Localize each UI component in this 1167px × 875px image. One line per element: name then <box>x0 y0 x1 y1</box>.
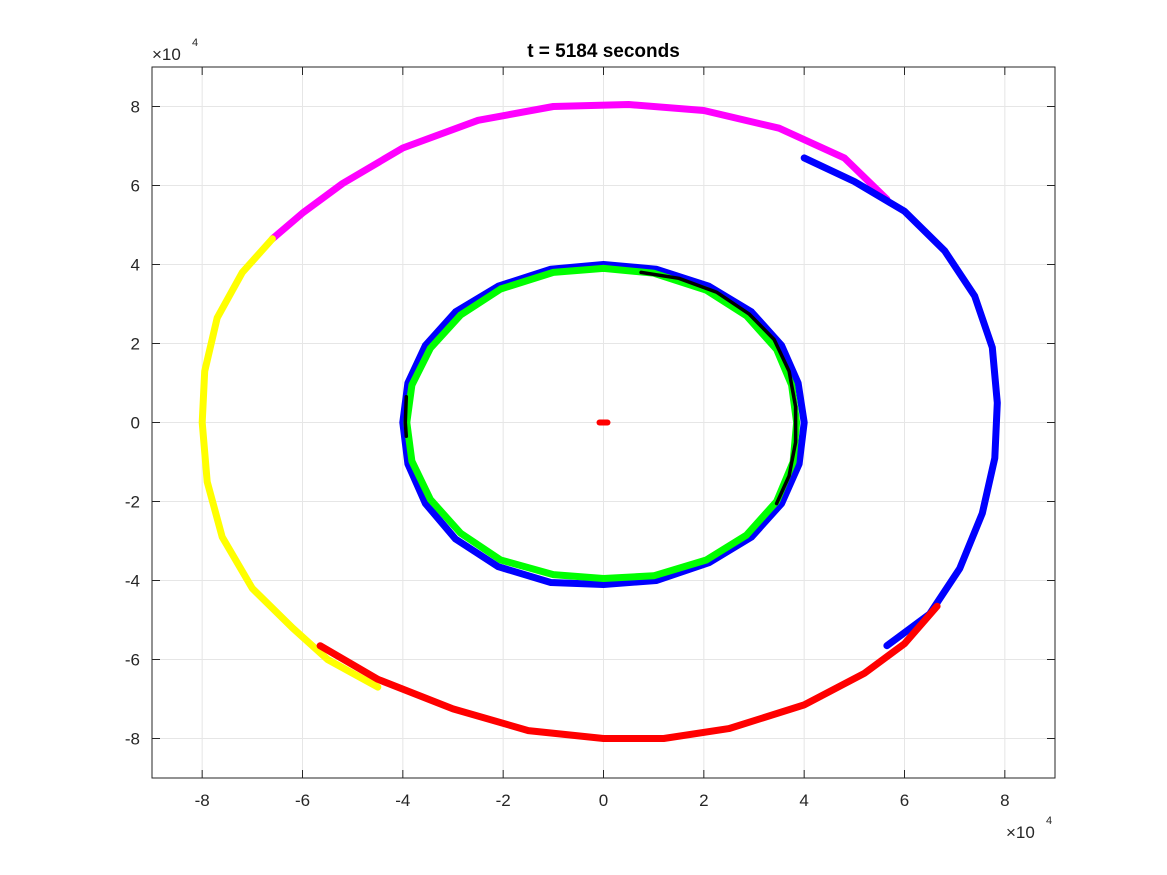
y-axis-exponent: ×10 4 <box>152 37 198 64</box>
axis-ticks: -8 -6 -4 -2 0 2 4 6 8 -8 -6 -4 -2 0 2 4 6 8 <box>125 67 1055 810</box>
x-tick-label: -4 <box>395 791 410 810</box>
y-tick-label: 4 <box>131 256 140 275</box>
y-tick-label: -2 <box>125 493 140 512</box>
y-exponent-base: ×10 <box>152 45 181 64</box>
y-tick-label: -8 <box>125 730 140 749</box>
y-exponent-power: 4 <box>192 37 198 49</box>
y-tick-label: 8 <box>131 98 140 117</box>
x-tick-label: 8 <box>1000 791 1009 810</box>
trajectory-series-8 <box>403 395 409 439</box>
y-tick-label: 6 <box>131 177 140 196</box>
trajectory-series-7 <box>639 270 798 506</box>
x-tick-label: 2 <box>699 791 708 810</box>
x-axis-exponent: ×10 4 <box>1006 815 1052 842</box>
trajectory-series-3 <box>198 235 382 691</box>
x-tick-label: -2 <box>496 791 511 810</box>
trajectory-series-2 <box>800 154 1001 650</box>
y-tick-label: -4 <box>125 572 140 591</box>
y-tick-label: -6 <box>125 651 140 670</box>
x-tick-label: -8 <box>195 791 210 810</box>
x-exponent-base: ×10 <box>1006 823 1035 842</box>
trajectory-series-4 <box>316 602 941 742</box>
trajectory-series-1 <box>268 101 891 243</box>
y-tick-label: 0 <box>131 414 140 433</box>
x-tick-label: 0 <box>599 791 608 810</box>
x-tick-label: -6 <box>295 791 310 810</box>
y-tick-label: 2 <box>131 335 140 354</box>
x-exponent-power: 4 <box>1046 815 1052 827</box>
chart-title: t = 5184 seconds <box>527 41 680 62</box>
plot-lines <box>198 101 1001 742</box>
trajectory-series-5 <box>399 261 808 588</box>
x-tick-label: 6 <box>900 791 909 810</box>
x-tick-label: 4 <box>799 791 808 810</box>
